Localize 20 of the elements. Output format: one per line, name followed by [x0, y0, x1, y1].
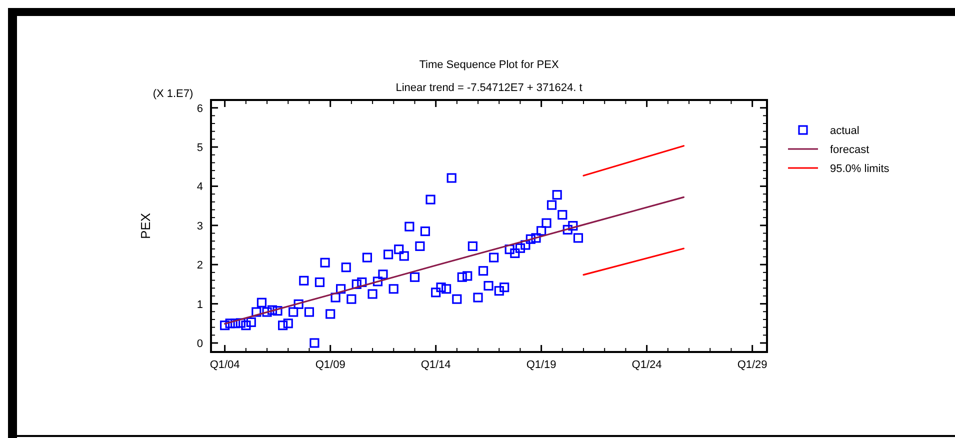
chart-title: Time Sequence Plot for PEX	[419, 59, 560, 71]
x-tick-label: Q1/29	[737, 359, 768, 371]
y-tick-label: 1	[196, 298, 203, 311]
y-tick-label: 6	[196, 102, 203, 115]
legend-label: forecast	[830, 144, 870, 156]
y-tick-label: 4	[196, 181, 203, 194]
y-axis-title: PEX	[138, 212, 153, 240]
y-tick-label: 2	[196, 260, 203, 272]
x-tick-label: Q1/24	[632, 359, 662, 371]
text: (X 1.E7)	[152, 88, 194, 100]
y-tick-label: 5	[196, 142, 203, 154]
x-tick-label: Q1/14	[420, 359, 451, 371]
legend-label: actual	[830, 125, 860, 137]
chart-subtitle: Linear trend = -7.54712E7 + 371624. t	[396, 82, 582, 94]
legend-label: 95.0% limits	[830, 163, 890, 175]
y-tick-label: 3	[196, 220, 203, 232]
x-tick-label: Q1/09	[315, 359, 346, 371]
y-tick-label: 0	[196, 338, 203, 350]
x-tick-label: Q1/19	[526, 359, 556, 371]
x-tick-label: Q1/04	[210, 359, 240, 371]
